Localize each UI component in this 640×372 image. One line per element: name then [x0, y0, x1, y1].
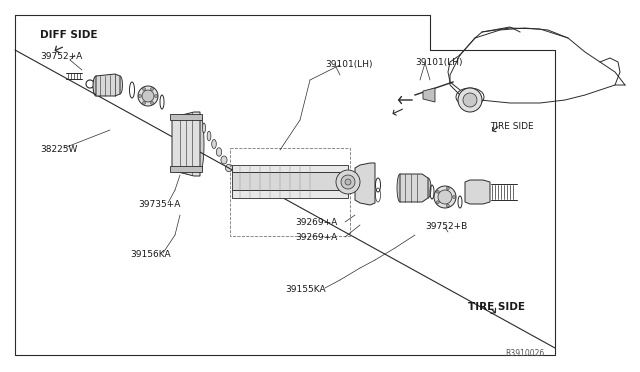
Ellipse shape — [118, 76, 122, 94]
Polygon shape — [172, 112, 200, 176]
Ellipse shape — [360, 189, 370, 197]
Circle shape — [463, 93, 477, 107]
Circle shape — [142, 90, 154, 102]
Ellipse shape — [469, 181, 473, 203]
Ellipse shape — [93, 76, 99, 96]
Circle shape — [434, 186, 456, 208]
Ellipse shape — [474, 182, 478, 202]
Polygon shape — [423, 88, 435, 102]
Circle shape — [138, 94, 141, 97]
Ellipse shape — [362, 175, 368, 183]
Circle shape — [143, 87, 145, 90]
Polygon shape — [400, 174, 428, 202]
Text: 39735+A: 39735+A — [138, 200, 180, 209]
Ellipse shape — [361, 182, 369, 190]
Circle shape — [438, 190, 452, 204]
Bar — [170, 114, 202, 120]
Polygon shape — [232, 172, 348, 190]
Text: 39752+A: 39752+A — [40, 52, 83, 61]
Circle shape — [436, 201, 439, 204]
Circle shape — [154, 94, 157, 97]
Ellipse shape — [216, 148, 221, 156]
Text: 39155KA: 39155KA — [285, 285, 326, 294]
Ellipse shape — [484, 184, 488, 200]
Text: DIFF SIDE: DIFF SIDE — [40, 30, 97, 40]
Circle shape — [436, 190, 439, 193]
Ellipse shape — [196, 116, 204, 172]
Ellipse shape — [221, 156, 227, 164]
Circle shape — [150, 87, 154, 90]
Circle shape — [345, 179, 351, 185]
Polygon shape — [232, 165, 348, 172]
Circle shape — [138, 86, 158, 106]
Ellipse shape — [225, 164, 232, 172]
Circle shape — [458, 88, 482, 112]
Bar — [170, 166, 202, 172]
Ellipse shape — [212, 140, 216, 148]
Ellipse shape — [363, 168, 367, 176]
Text: 39101(LH): 39101(LH) — [325, 60, 372, 69]
Polygon shape — [232, 190, 348, 198]
Circle shape — [150, 102, 154, 105]
Text: 38225W: 38225W — [40, 145, 77, 154]
Bar — [230, 148, 350, 236]
Polygon shape — [355, 163, 375, 205]
Ellipse shape — [202, 123, 205, 133]
Text: 39156KA: 39156KA — [130, 250, 171, 259]
Text: TIRE SIDE: TIRE SIDE — [468, 302, 525, 312]
Circle shape — [143, 102, 145, 105]
Text: 39269+A: 39269+A — [295, 218, 337, 227]
Text: R3910026: R3910026 — [506, 349, 545, 358]
Text: 39101(LH): 39101(LH) — [415, 58, 463, 67]
Polygon shape — [465, 180, 490, 204]
Ellipse shape — [425, 178, 431, 198]
Text: TIRE SIDE: TIRE SIDE — [490, 122, 534, 131]
Ellipse shape — [479, 183, 483, 201]
Circle shape — [446, 204, 449, 207]
Text: 39752+B: 39752+B — [425, 222, 467, 231]
Circle shape — [336, 170, 360, 194]
Ellipse shape — [207, 131, 211, 141]
Ellipse shape — [397, 174, 403, 202]
Circle shape — [446, 187, 449, 190]
Circle shape — [452, 196, 456, 199]
Polygon shape — [96, 74, 120, 96]
Text: 39269+A: 39269+A — [295, 233, 337, 242]
Circle shape — [341, 175, 355, 189]
